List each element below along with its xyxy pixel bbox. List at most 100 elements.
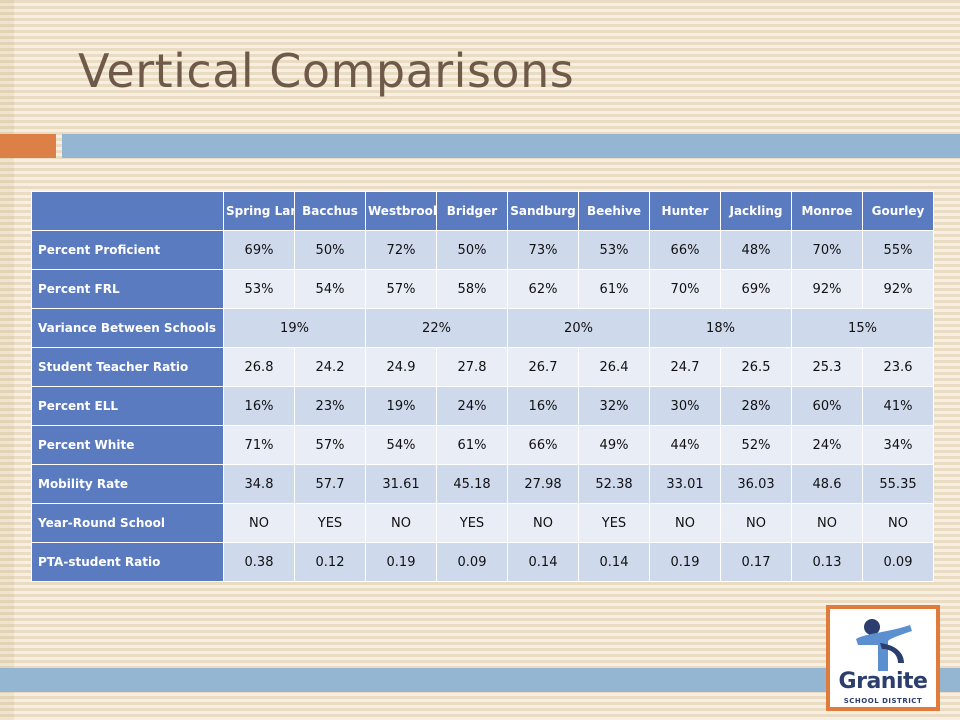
header-bar-blue <box>62 134 960 158</box>
table-cell: 26.4 <box>578 347 650 387</box>
table-cell: 57.7 <box>294 464 366 504</box>
table-cell: 28% <box>720 386 792 426</box>
table-cell: NO <box>365 503 437 543</box>
table-cell: 0.19 <box>649 542 721 582</box>
table-cell: 0.14 <box>578 542 650 582</box>
school-header: Sandburg <box>507 191 579 231</box>
table-cell: 48.6 <box>791 464 863 504</box>
table-cell: 26.7 <box>507 347 579 387</box>
table-row: Percent ELL 16% 23% 19% 24% 16% 32% 30% … <box>31 386 934 426</box>
table-cell: 57% <box>294 425 366 465</box>
school-header: Spring Lane <box>223 191 295 231</box>
table-cell: 0.38 <box>223 542 295 582</box>
school-header: Monroe <box>791 191 863 231</box>
logo-subtitle: SCHOOL DISTRICT <box>843 697 923 705</box>
table-cell: 31.61 <box>365 464 437 504</box>
table-cell: 0.13 <box>791 542 863 582</box>
table-row: Student Teacher Ratio 26.8 24.2 24.9 27.… <box>31 347 934 387</box>
row-label: Mobility Rate <box>31 464 224 504</box>
table-row: Mobility Rate 34.8 57.7 31.61 45.18 27.9… <box>31 464 934 504</box>
table-cell: 71% <box>223 425 295 465</box>
table-cell: NO <box>791 503 863 543</box>
table-cell: 73% <box>507 230 579 270</box>
table-cell: 36.03 <box>720 464 792 504</box>
table-cell: YES <box>436 503 508 543</box>
table-cell: 61% <box>578 269 650 309</box>
table-cell: 53% <box>223 269 295 309</box>
table-cell: NO <box>507 503 579 543</box>
table-cell: 92% <box>791 269 863 309</box>
table-cell: 50% <box>436 230 508 270</box>
comparison-table: Spring Lane Bacchus Westbrook Bridger Sa… <box>31 191 934 582</box>
table-cell: 24% <box>436 386 508 426</box>
table-cell: 0.12 <box>294 542 366 582</box>
table-cell: 34% <box>862 425 934 465</box>
table-cell: 19% <box>365 386 437 426</box>
table-cell: 58% <box>436 269 508 309</box>
table-cell: 24.7 <box>649 347 721 387</box>
table-cell: 33.01 <box>649 464 721 504</box>
table-cell: 24% <box>791 425 863 465</box>
table-cell: 55% <box>862 230 934 270</box>
footer-bar-blue <box>0 668 960 692</box>
table-cell: 49% <box>578 425 650 465</box>
table-cell: 0.09 <box>862 542 934 582</box>
table-cell: 55.35 <box>862 464 934 504</box>
table-cell: 27.8 <box>436 347 508 387</box>
school-header: Jackling <box>720 191 792 231</box>
table-cell: 0.19 <box>365 542 437 582</box>
row-label: Percent ELL <box>31 386 224 426</box>
table-cell: 53% <box>578 230 650 270</box>
table-cell: 48% <box>720 230 792 270</box>
table-cell: 0.14 <box>507 542 579 582</box>
row-label: PTA-student Ratio <box>31 542 224 582</box>
table-cell: 60% <box>791 386 863 426</box>
header-row: Spring Lane Bacchus Westbrook Bridger Sa… <box>31 191 934 231</box>
table-cell-merged: 19% <box>223 308 366 348</box>
table-cell: 57% <box>365 269 437 309</box>
table-cell: 69% <box>720 269 792 309</box>
row-label: Student Teacher Ratio <box>31 347 224 387</box>
table-cell: 16% <box>507 386 579 426</box>
table-cell: 52.38 <box>578 464 650 504</box>
school-header: Beehive <box>578 191 650 231</box>
granite-figure-icon <box>856 619 912 671</box>
header-corner-cell <box>31 191 224 231</box>
table-cell: 92% <box>862 269 934 309</box>
row-label: Variance Between Schools <box>31 308 224 348</box>
table-cell-merged: 20% <box>507 308 650 348</box>
table-cell: 50% <box>294 230 366 270</box>
table-cell: 54% <box>365 425 437 465</box>
table-cell: YES <box>578 503 650 543</box>
table-row: Percent Proficient 69% 50% 72% 50% 73% 5… <box>31 230 934 270</box>
school-header: Westbrook <box>365 191 437 231</box>
slide-title: Vertical Comparisons <box>78 44 575 98</box>
table-cell: 25.3 <box>791 347 863 387</box>
table-row: Percent FRL 53% 54% 57% 58% 62% 61% 70% … <box>31 269 934 309</box>
left-border-strip <box>0 0 14 720</box>
table-row: Variance Between Schools 19% 22% 20% 18%… <box>31 308 934 348</box>
table-cell-merged: 22% <box>365 308 508 348</box>
table-cell: 26.5 <box>720 347 792 387</box>
table-cell: 54% <box>294 269 366 309</box>
table-cell: 70% <box>791 230 863 270</box>
table-cell: 24.9 <box>365 347 437 387</box>
table-cell: 52% <box>720 425 792 465</box>
table-cell-merged: 18% <box>649 308 792 348</box>
table-cell: 61% <box>436 425 508 465</box>
table-cell: 0.09 <box>436 542 508 582</box>
school-header: Gourley <box>862 191 934 231</box>
row-label: Percent FRL <box>31 269 224 309</box>
table-cell: 72% <box>365 230 437 270</box>
table-cell: 32% <box>578 386 650 426</box>
table-cell: 23.6 <box>862 347 934 387</box>
school-header: Bridger <box>436 191 508 231</box>
table-row: Year-Round School NO YES NO YES NO YES N… <box>31 503 934 543</box>
school-header: Bacchus <box>294 191 366 231</box>
table-cell: 34.8 <box>223 464 295 504</box>
table-cell: 66% <box>649 230 721 270</box>
row-label: Percent Proficient <box>31 230 224 270</box>
table-cell: 24.2 <box>294 347 366 387</box>
table-cell: YES <box>294 503 366 543</box>
school-header: Hunter <box>649 191 721 231</box>
